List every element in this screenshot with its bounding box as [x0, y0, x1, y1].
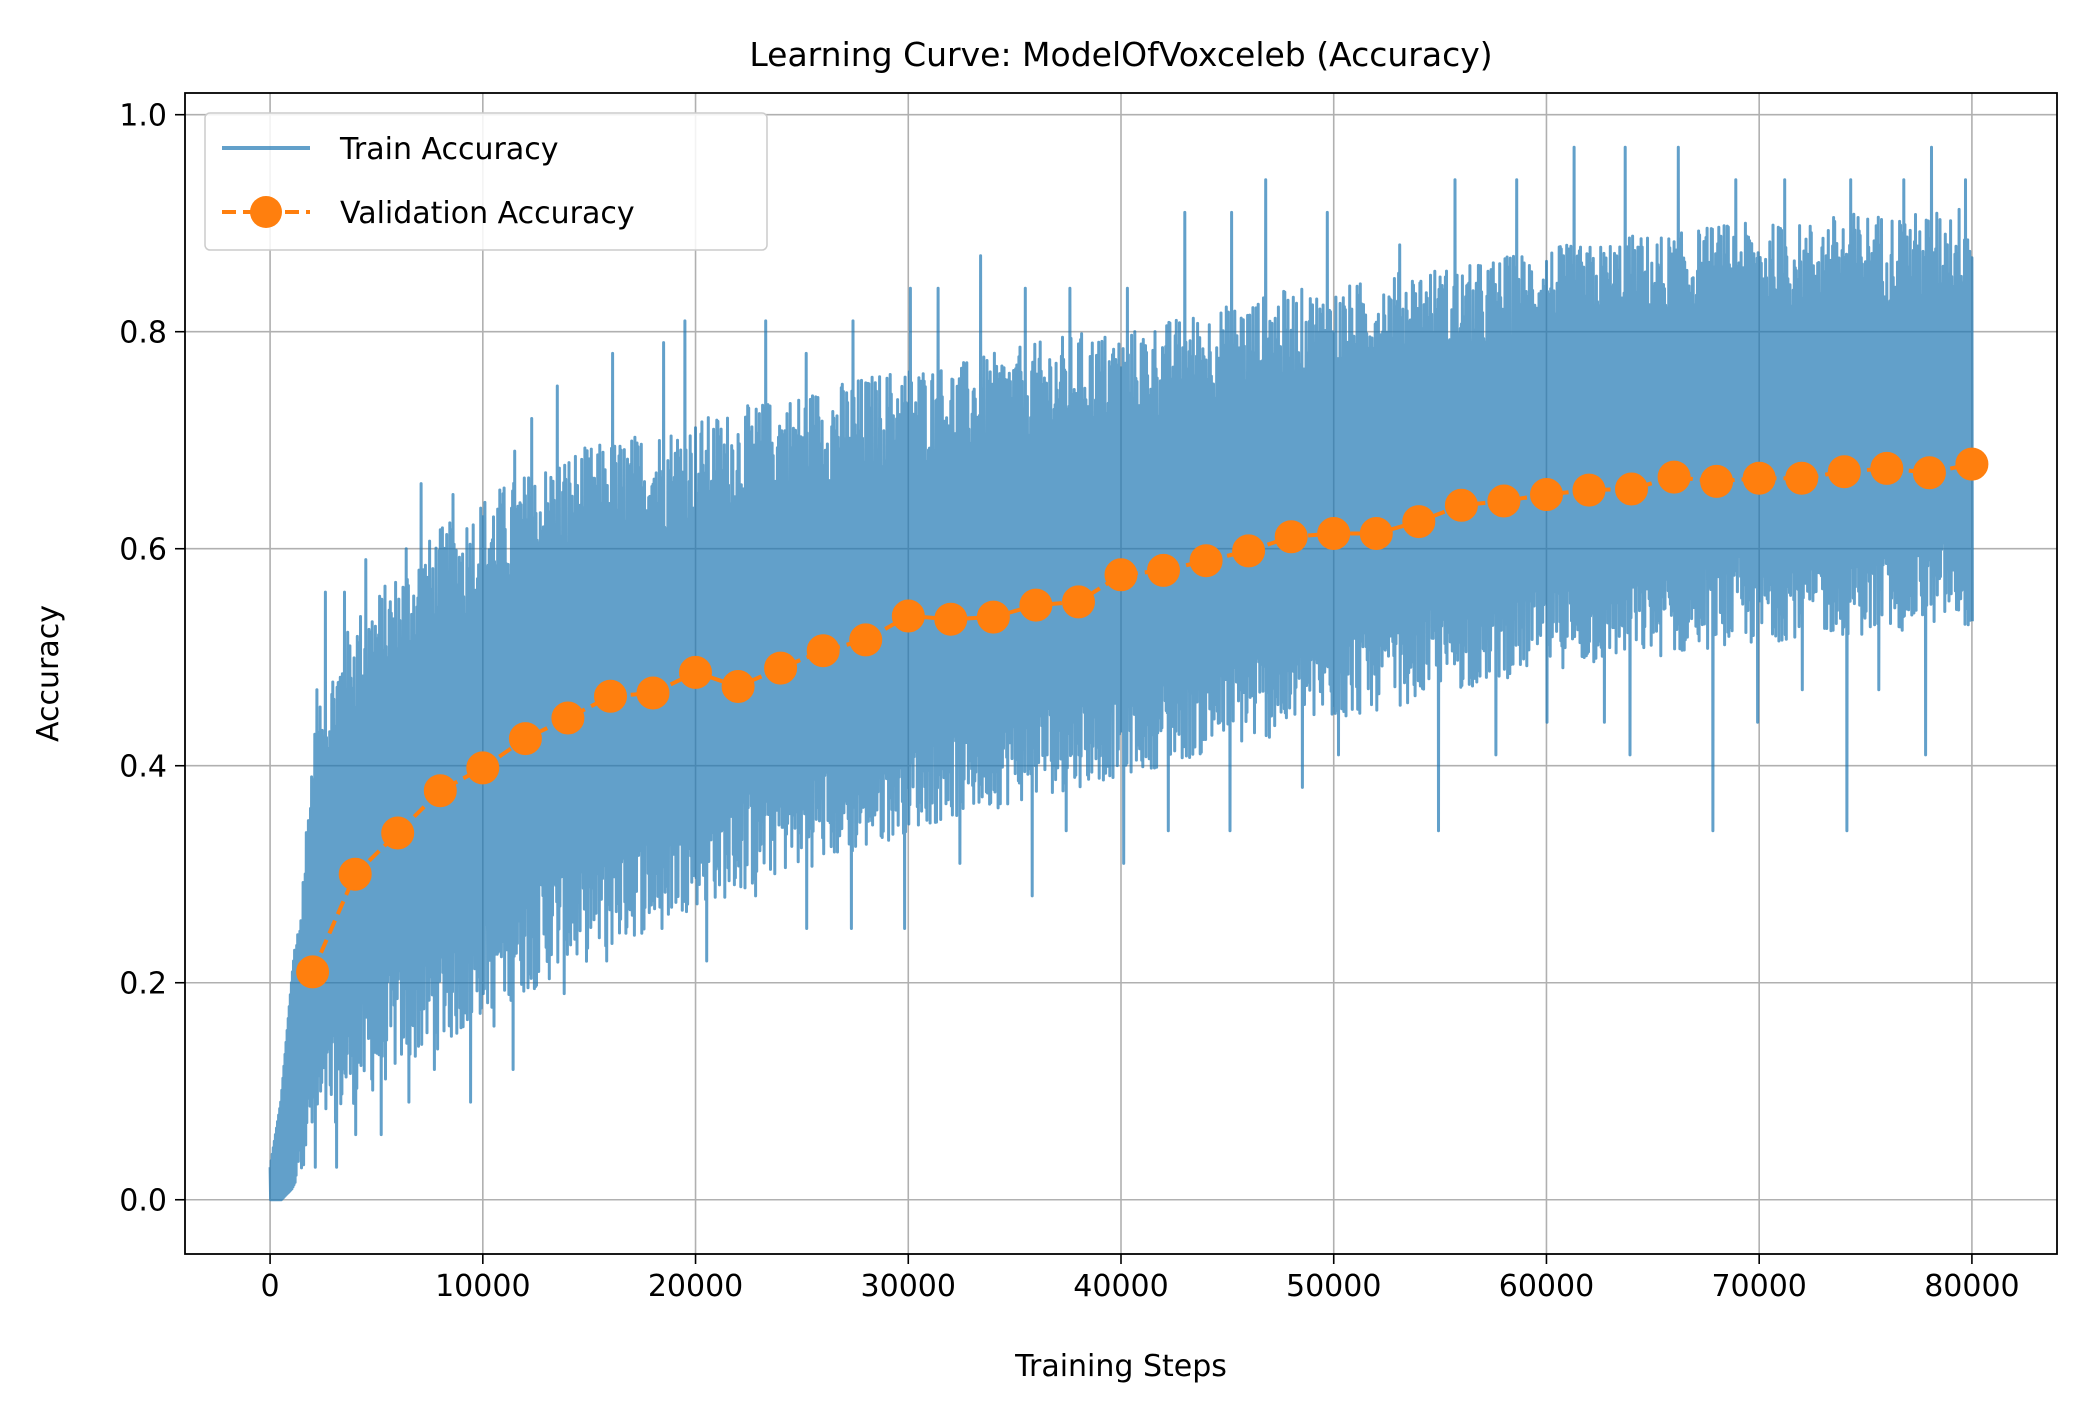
validation-accuracy-point — [1189, 544, 1223, 578]
validation-accuracy-point — [764, 651, 798, 685]
series-layer — [268, 145, 1989, 1202]
x-tick-label: 80000 — [1924, 1269, 2019, 1304]
x-tick-label: 60000 — [1499, 1269, 1594, 1304]
validation-accuracy-point — [1104, 558, 1138, 592]
validation-accuracy-point — [1317, 517, 1351, 550]
validation-accuracy-point — [1444, 488, 1478, 522]
x-axis-ticks: 0 10000 20000 30000 40000 50000 60000 70000 8000… — [261, 1254, 2020, 1304]
validation-accuracy-point — [594, 679, 627, 713]
validation-accuracy-point — [806, 634, 840, 668]
validation-accuracy-point — [508, 722, 542, 756]
y-axis-ticks: 0.0 0.2 0.4 0.6 0.8 1.0 — [119, 99, 185, 1219]
validation-accuracy-point — [636, 676, 670, 710]
y-axis-label: Accuracy — [31, 605, 66, 742]
x-tick-label: 40000 — [1073, 1269, 1168, 1304]
legend-box — [204, 112, 768, 251]
y-tick-label: 0.4 — [119, 750, 167, 785]
validation-accuracy-point — [1615, 472, 1648, 506]
x-tick-label: 0 — [261, 1269, 280, 1304]
validation-accuracy-point — [679, 655, 712, 689]
validation-accuracy-point — [381, 816, 415, 850]
validation-accuracy-point — [721, 670, 755, 703]
validation-accuracy-point — [1019, 588, 1053, 622]
y-tick-label: 1.0 — [119, 99, 167, 134]
validation-accuracy-point — [551, 701, 585, 735]
validation-accuracy-point — [976, 600, 1010, 634]
y-tick-label: 0.6 — [119, 533, 167, 568]
legend-validation-label: Validation Accuracy — [340, 196, 635, 231]
validation-accuracy-point — [1657, 460, 1691, 494]
validation-accuracy-point — [1147, 553, 1180, 587]
validation-accuracy-point — [1742, 461, 1776, 495]
validation-accuracy-point — [891, 599, 925, 633]
validation-accuracy-point — [466, 751, 500, 785]
y-tick-label: 0.2 — [119, 967, 167, 1002]
legend-train-label: Train Accuracy — [339, 132, 558, 167]
validation-accuracy-point — [1530, 478, 1563, 511]
x-tick-label: 10000 — [435, 1269, 530, 1304]
validation-accuracy-point — [1827, 455, 1861, 489]
legend-validation-marker — [250, 196, 282, 228]
validation-accuracy-point — [1487, 484, 1521, 518]
validation-accuracy-point — [1062, 585, 1095, 619]
validation-accuracy-point — [1359, 517, 1393, 550]
validation-accuracy-point — [1700, 464, 1734, 498]
x-tick-label: 20000 — [648, 1269, 743, 1304]
validation-accuracy-point — [296, 955, 330, 989]
validation-accuracy-point — [934, 602, 968, 636]
x-axis-label: Training Steps — [1014, 1349, 1227, 1384]
x-tick-label: 50000 — [1286, 1269, 1381, 1304]
validation-accuracy-point — [423, 774, 457, 808]
y-tick-label: 0.0 — [119, 1184, 167, 1219]
validation-accuracy-point — [1572, 473, 1606, 507]
validation-accuracy-point — [849, 623, 883, 657]
chart-title: Learning Curve: ModelOfVoxceleb (Accurac… — [749, 35, 1492, 74]
validation-accuracy-point — [1232, 534, 1266, 568]
validation-accuracy-point — [1402, 505, 1436, 539]
validation-accuracy-point — [1955, 447, 1989, 481]
validation-accuracy-point — [1785, 461, 1819, 495]
x-tick-label: 30000 — [861, 1269, 956, 1304]
validation-accuracy-point — [1870, 451, 1904, 485]
y-tick-label: 0.8 — [119, 316, 167, 351]
train-accuracy-line — [268, 145, 1974, 1202]
validation-accuracy-point — [338, 857, 372, 891]
x-tick-label: 70000 — [1711, 1269, 1806, 1304]
validation-accuracy-point — [1274, 520, 1308, 554]
legend: Train Accuracy Validation Accuracy — [204, 112, 768, 251]
validation-accuracy-point — [1912, 456, 1946, 490]
